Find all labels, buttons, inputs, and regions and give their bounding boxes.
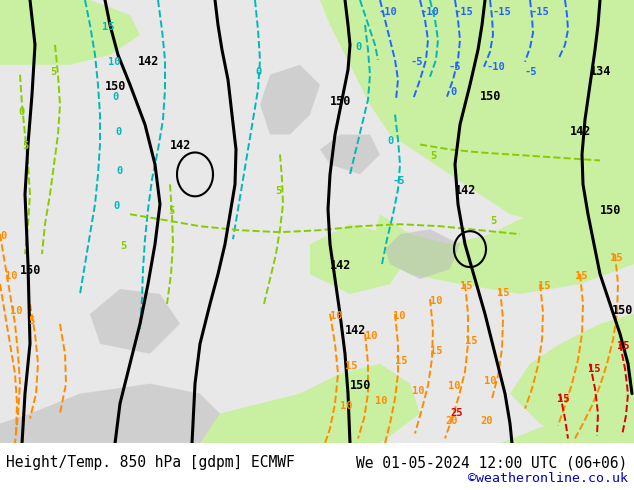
Text: 20: 20 [480, 416, 493, 425]
Text: ©weatheronline.co.uk: ©weatheronline.co.uk [468, 472, 628, 485]
Text: -10: -10 [378, 7, 397, 17]
Polygon shape [370, 154, 634, 294]
Polygon shape [310, 224, 410, 294]
Text: 20: 20 [445, 416, 458, 425]
Polygon shape [260, 65, 320, 135]
Text: 10: 10 [10, 306, 22, 316]
Text: 15: 15 [617, 341, 630, 351]
Text: 0: 0 [112, 92, 119, 101]
Text: -5: -5 [525, 67, 538, 77]
Text: 15: 15 [538, 281, 550, 291]
Text: 142: 142 [570, 124, 592, 138]
Text: 5: 5 [168, 206, 174, 216]
Text: 15: 15 [588, 364, 600, 374]
Text: 142: 142 [455, 184, 476, 197]
Text: 0: 0 [116, 167, 122, 176]
Text: 15: 15 [345, 361, 358, 371]
Text: 134: 134 [590, 65, 611, 78]
Polygon shape [320, 135, 380, 174]
Polygon shape [510, 314, 634, 443]
Polygon shape [0, 0, 140, 65]
Text: 5: 5 [275, 186, 281, 196]
Text: 10: 10 [375, 395, 387, 406]
Text: 5: 5 [490, 216, 496, 226]
Text: 15: 15 [497, 288, 510, 298]
Text: 150: 150 [330, 95, 351, 108]
Text: 150: 150 [480, 90, 501, 102]
Text: 0: 0 [0, 231, 6, 241]
Text: 5: 5 [50, 67, 56, 77]
Text: 5: 5 [120, 241, 126, 251]
Text: 150: 150 [600, 204, 621, 217]
Text: 150: 150 [350, 379, 372, 392]
Polygon shape [90, 289, 180, 354]
Text: 10: 10 [430, 296, 443, 306]
Text: 150: 150 [20, 264, 41, 277]
Text: 0: 0 [115, 126, 121, 137]
Text: 25: 25 [450, 408, 462, 417]
Text: 10: 10 [340, 400, 353, 411]
Text: 142: 142 [138, 55, 159, 68]
Text: Height/Temp. 850 hPa [gdpm] ECMWF: Height/Temp. 850 hPa [gdpm] ECMWF [6, 455, 295, 470]
Text: 15: 15 [460, 281, 472, 291]
Text: 10: 10 [5, 271, 18, 281]
Text: 142: 142 [330, 259, 351, 272]
Text: 150: 150 [105, 80, 126, 93]
Text: 10: 10 [108, 57, 120, 67]
Text: -5: -5 [392, 176, 404, 186]
Text: 0: 0 [355, 42, 361, 52]
Text: 0: 0 [255, 67, 261, 77]
Text: 0: 0 [387, 137, 393, 147]
Text: 0: 0 [113, 201, 119, 211]
Text: 10: 10 [330, 311, 342, 321]
Text: -10: -10 [420, 7, 439, 17]
Text: -10: -10 [487, 62, 506, 72]
Polygon shape [200, 364, 420, 443]
Text: 5: 5 [22, 142, 29, 151]
Polygon shape [385, 229, 460, 279]
Text: 150: 150 [612, 304, 633, 317]
Polygon shape [320, 0, 634, 224]
Text: 10: 10 [484, 376, 496, 386]
Text: 15: 15 [102, 22, 115, 32]
Text: 15: 15 [430, 346, 443, 356]
Text: -15: -15 [455, 7, 474, 17]
Text: 15: 15 [557, 393, 569, 404]
Text: -15: -15 [492, 7, 511, 17]
Text: 0: 0 [18, 107, 24, 117]
Text: 10: 10 [412, 386, 425, 395]
Text: 15: 15 [610, 253, 623, 263]
Polygon shape [500, 384, 634, 443]
Text: 15: 15 [395, 356, 408, 366]
Text: -15: -15 [530, 7, 549, 17]
Text: We 01-05-2024 12:00 UTC (06+06): We 01-05-2024 12:00 UTC (06+06) [356, 455, 628, 470]
Text: 5: 5 [430, 151, 436, 161]
Text: 142: 142 [170, 140, 191, 152]
Text: 15: 15 [465, 336, 477, 346]
Text: -5: -5 [448, 62, 460, 72]
Text: 5: 5 [28, 316, 34, 326]
Text: 10: 10 [448, 381, 460, 391]
Text: 0: 0 [450, 87, 456, 97]
Polygon shape [0, 384, 220, 443]
Text: 10: 10 [393, 311, 406, 321]
Text: 10: 10 [365, 331, 377, 341]
Text: 142: 142 [345, 324, 366, 337]
Text: 15: 15 [575, 271, 588, 281]
Text: -5: -5 [410, 57, 422, 67]
